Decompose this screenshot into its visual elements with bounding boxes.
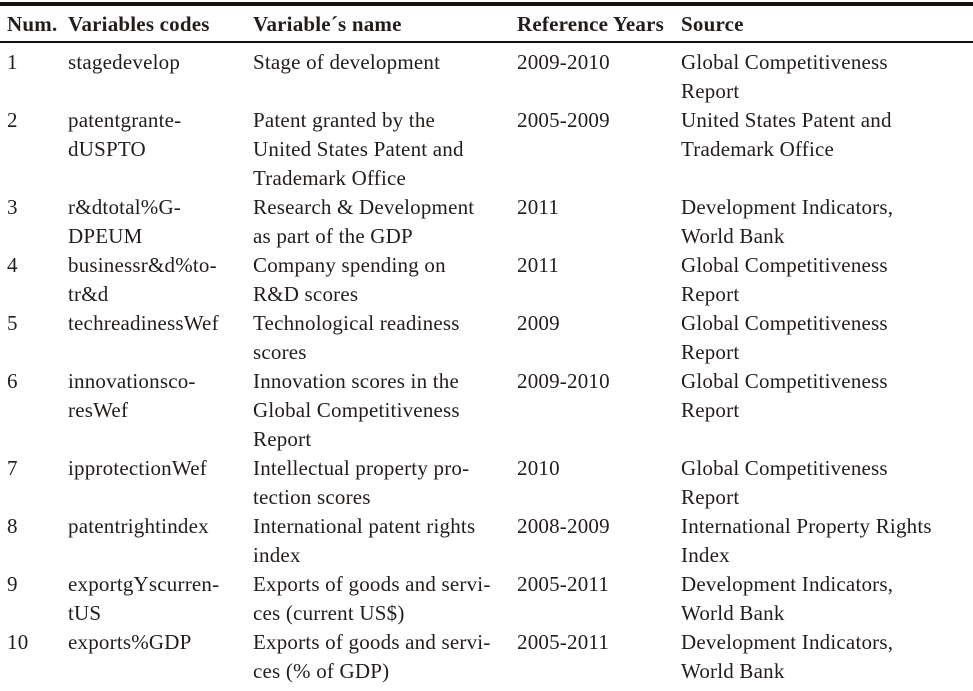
cell-code: exportgYscurren- tUS (68, 572, 220, 625)
cell-name: Exports of goods and servi- ces (current… (253, 572, 491, 625)
cell-source: International Property Rights Index (681, 514, 932, 567)
column-header-num: Num. (7, 12, 58, 36)
table-row: 3 r&dtotal%G- DPEUM Research & Developme… (7, 193, 973, 251)
cell-code: ipprotectionWef (68, 456, 207, 480)
cell-source: Global Competitiveness Report (681, 369, 888, 422)
cell-source: Development Indicators, World Bank (681, 630, 894, 683)
cell-code: patentrightindex (68, 514, 209, 538)
cell-name: Patent granted by the United States Pate… (253, 108, 464, 190)
table-row: 1 stagedevelop Stage of development 2009… (7, 48, 973, 106)
cell-years: 2010 (517, 456, 560, 480)
column-header-source: Source (681, 12, 744, 36)
cell-years: 2011 (517, 253, 560, 277)
cell-code: businessr&d%to- tr&d (68, 253, 217, 306)
table-row: 9 exportgYscurren- tUS Exports of goods … (7, 570, 973, 628)
cell-name: Research & Development as part of the GD… (253, 195, 475, 248)
cell-num: 2 (7, 108, 18, 132)
cell-code: stagedevelop (68, 50, 181, 74)
table-row: 10 exports%GDP Exports of goods and serv… (7, 628, 973, 686)
cell-years: 2008-2009 (517, 514, 610, 538)
cell-num: 7 (7, 456, 18, 480)
cell-source: Global Competitiveness Report (681, 253, 888, 306)
cell-code: techreadinessWef (68, 311, 219, 335)
cell-code: patentgrante- dUSPTO (68, 108, 182, 161)
column-header-code: Variables codes (68, 12, 210, 36)
table-row: 4 businessr&d%to- tr&d Company spending … (7, 251, 973, 309)
column-header-years: Reference Years (517, 12, 665, 36)
cell-code: r&dtotal%G- DPEUM (68, 195, 182, 248)
cell-name: Technological readiness scores (253, 311, 460, 364)
cell-num: 1 (7, 50, 18, 74)
column-header-name: Variable´s name (253, 12, 402, 36)
cell-source: United States Patent and Trademark Offic… (681, 108, 892, 161)
cell-code: innovationsco- resWef (68, 369, 196, 422)
cell-years: 2005-2011 (517, 630, 610, 654)
table-row: 2 patentgrante- dUSPTO Patent granted by… (7, 106, 973, 193)
cell-name: Intellectual property pro- tection score… (253, 456, 470, 509)
cell-name: Stage of development (253, 50, 441, 74)
cell-code: exports%GDP (68, 630, 192, 654)
cell-source: Global Competitiveness Report (681, 311, 888, 364)
table-row: 7 ipprotectionWef Intellectual property … (7, 454, 973, 512)
cell-source: Development Indicators, World Bank (681, 572, 894, 625)
cell-num: 9 (7, 572, 18, 596)
table-header-row: Num. Variables codes Variable´s name Ref… (0, 6, 973, 43)
table-row: 6 innovationsco- resWef Innovation score… (7, 367, 973, 454)
cell-source: Development Indicators, World Bank (681, 195, 894, 248)
cell-years: 2009 (517, 311, 560, 335)
cell-source: Global Competitiveness Report (681, 456, 888, 509)
table-row: 8 patentrightindex International patent … (7, 512, 973, 570)
cell-name: Company spending on R&D scores (253, 253, 446, 306)
cell-source: Global Competitiveness Report (681, 50, 888, 103)
cell-years: 2011 (517, 195, 560, 219)
cell-years: 2005-2009 (517, 108, 610, 132)
cell-years: 2009-2010 (517, 50, 610, 74)
cell-num: 4 (7, 253, 18, 277)
cell-num: 5 (7, 311, 18, 335)
cell-name: Innovation scores in the Global Competit… (253, 369, 460, 451)
cell-name: Exports of goods and servi- ces (% of GD… (253, 630, 491, 683)
cell-num: 8 (7, 514, 18, 538)
cell-num: 3 (7, 195, 18, 219)
table-row: 5 techreadinessWef Technological readine… (7, 309, 973, 367)
cell-num: 6 (7, 369, 18, 393)
cell-years: 2009-2010 (517, 369, 610, 393)
cell-name: International patent rights index (253, 514, 476, 567)
cell-num: 10 (7, 630, 29, 654)
cell-years: 2005-2011 (517, 572, 610, 596)
table-body: 1 stagedevelop Stage of development 2009… (0, 43, 973, 686)
